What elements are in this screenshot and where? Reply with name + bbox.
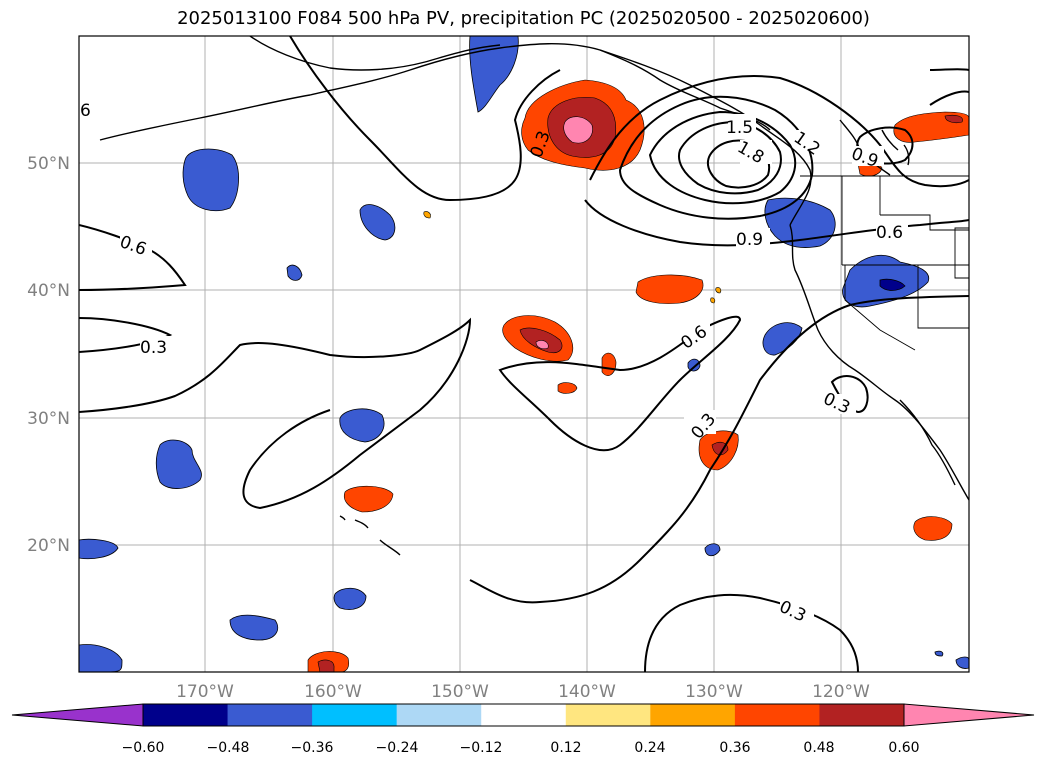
colorbar-tick: −0.24 xyxy=(376,740,419,756)
colorbar-tick: 0.12 xyxy=(550,740,581,756)
colorbar-cell xyxy=(819,704,905,726)
lat-label-40n: 40°N xyxy=(27,281,70,301)
pv-contours xyxy=(79,36,969,672)
lat-label-20n: 20°N xyxy=(27,536,70,556)
colorbar-cell xyxy=(565,704,651,726)
colorbar: −0.60 −0.48 −0.36 −0.24 −0.12 0.12 0.24 … xyxy=(11,703,1035,756)
lat-label-50n: 50°N xyxy=(27,154,70,174)
colorbar-tick: −0.60 xyxy=(122,740,165,756)
colorbar-tick: −0.36 xyxy=(291,740,334,756)
contour-label: 0.3 xyxy=(140,338,167,358)
colorbar-tick: 0.36 xyxy=(719,740,750,756)
gridlines xyxy=(79,36,969,672)
lat-label-30n: 30°N xyxy=(27,409,70,429)
colorbar-cell xyxy=(734,704,820,726)
political-borders xyxy=(800,175,969,351)
colorbar-frame xyxy=(142,703,905,727)
contour-label: 6 xyxy=(80,101,91,121)
colorbar-cell xyxy=(650,704,736,726)
colorbar-cell xyxy=(143,704,229,726)
colorbar-cell xyxy=(227,704,313,726)
lon-label-140w: 140°W xyxy=(558,682,616,702)
colorbar-max-extend xyxy=(903,703,1035,727)
contour-label: 0.9 xyxy=(736,230,763,250)
lon-labels: 170°W 160°W 150°W 140°W 130°W 120°W xyxy=(176,682,870,702)
lat-labels: 50°N 40°N 30°N 20°N xyxy=(27,154,70,556)
negative-precip-areas xyxy=(79,36,969,672)
map-frame xyxy=(78,35,970,673)
positive-precip-areas xyxy=(307,79,969,672)
map-title: 2025013100 F084 500 hPa PV, precipitatio… xyxy=(177,8,870,29)
colorbar-min-extend xyxy=(11,703,144,727)
colorbar-tick: 0.60 xyxy=(888,740,919,756)
lon-label-130w: 130°W xyxy=(685,682,743,702)
colorbar-tick: 0.48 xyxy=(803,740,834,756)
lon-label-170w: 170°W xyxy=(176,682,234,702)
colorbar-cell xyxy=(396,704,482,726)
colorbar-ticks: −0.60 −0.48 −0.36 −0.24 −0.12 0.12 0.24 … xyxy=(122,740,920,756)
colorbar-tick: −0.48 xyxy=(207,740,250,756)
lon-label-120w: 120°W xyxy=(812,682,870,702)
colorbar-tick: −0.12 xyxy=(460,740,503,756)
colorbar-cell xyxy=(312,704,398,726)
colorbar-tick: 0.24 xyxy=(634,740,665,756)
contour-label: 0.6 xyxy=(876,223,903,243)
lon-label-150w: 150°W xyxy=(431,682,489,702)
colorbar-cell xyxy=(481,704,567,726)
contour-label: 1.5 xyxy=(726,118,753,138)
lon-label-160w: 160°W xyxy=(304,682,362,702)
